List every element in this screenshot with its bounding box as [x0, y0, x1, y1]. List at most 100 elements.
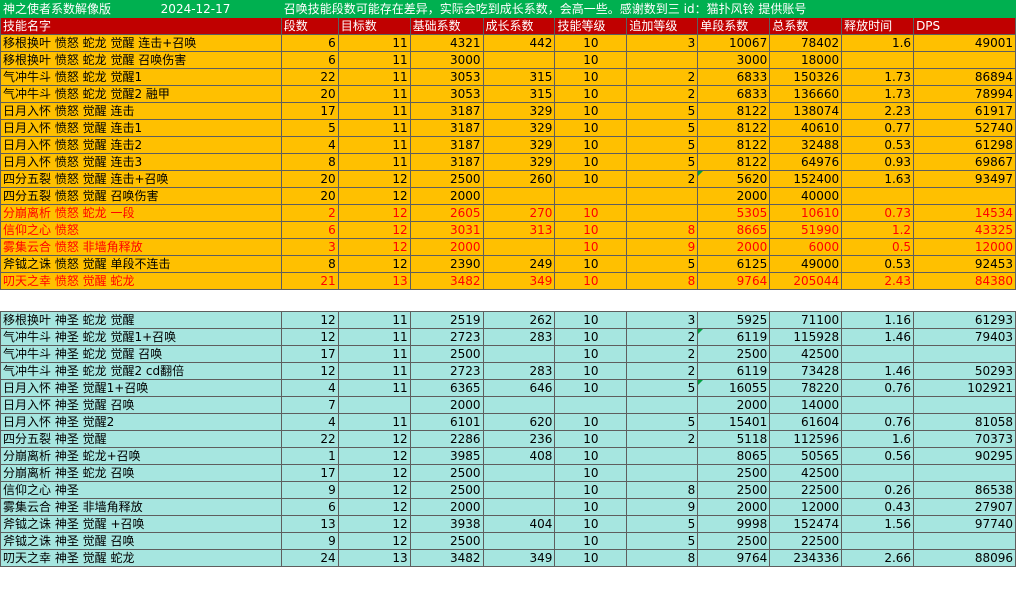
value-cell[interactable]: 61917 [913, 102, 1016, 120]
value-cell[interactable]: 1 [280, 447, 339, 465]
value-cell[interactable]: 2000 [697, 187, 771, 205]
value-cell[interactable]: 620 [482, 413, 556, 431]
value-cell[interactable]: 0.93 [841, 153, 915, 171]
value-cell[interactable] [482, 51, 556, 69]
value-cell[interactable]: 2000 [697, 238, 771, 256]
value-cell[interactable]: 86538 [913, 481, 1016, 499]
empty-cell[interactable] [554, 289, 628, 312]
value-cell[interactable]: 50565 [769, 447, 843, 465]
value-cell[interactable]: 15401 [697, 413, 771, 431]
value-cell[interactable]: 5 [626, 532, 699, 550]
value-cell[interactable] [626, 396, 699, 414]
value-cell[interactable]: 6365 [409, 379, 484, 397]
value-cell[interactable]: 5 [280, 119, 339, 137]
value-cell[interactable]: 10 [554, 272, 628, 290]
value-cell[interactable]: 6 [280, 34, 339, 52]
value-cell[interactable]: 0.76 [841, 413, 915, 431]
value-cell[interactable]: 10 [554, 498, 628, 516]
value-cell[interactable]: 10 [554, 68, 628, 86]
value-cell[interactable]: 3187 [409, 136, 484, 154]
empty-cell[interactable] [913, 289, 1016, 312]
sheet-note[interactable]: 召唤技能段数可能存在差异，实际会吃到成长系数，会高一些。感谢数到三 id：猫扑风… [280, 0, 1016, 18]
value-cell[interactable]: 7 [280, 396, 339, 414]
value-cell[interactable]: 249 [482, 255, 556, 273]
empty-cell[interactable] [769, 289, 843, 312]
value-cell[interactable]: 3031 [409, 221, 484, 239]
value-cell[interactable]: 2390 [409, 255, 484, 273]
value-cell[interactable]: 6 [280, 221, 339, 239]
value-cell[interactable] [482, 187, 556, 205]
value-cell[interactable]: 2500 [409, 481, 484, 499]
value-cell[interactable]: 13 [337, 272, 411, 290]
value-cell[interactable]: 10 [554, 379, 628, 397]
value-cell[interactable]: 3482 [409, 272, 484, 290]
value-cell[interactable]: 2.43 [841, 272, 915, 290]
value-cell[interactable]: 5 [626, 515, 699, 533]
value-cell[interactable]: 12 [337, 498, 411, 516]
value-cell[interactable]: 10 [554, 102, 628, 120]
value-cell[interactable]: 11 [337, 379, 411, 397]
value-cell[interactable] [482, 532, 556, 550]
value-cell[interactable]: 16055 [697, 379, 771, 397]
value-cell[interactable]: 2000 [409, 396, 484, 414]
value-cell[interactable]: 112596 [769, 430, 843, 448]
value-cell[interactable]: 3187 [409, 119, 484, 137]
value-cell[interactable]: 12 [280, 311, 339, 329]
skill-name-cell[interactable]: 日月入怀 愤怒 觉醒 连击2 [0, 136, 282, 154]
value-cell[interactable]: 2500 [409, 464, 484, 482]
value-cell[interactable]: 10 [554, 413, 628, 431]
value-cell[interactable]: 2.23 [841, 102, 915, 120]
column-header[interactable]: 单段系数 [697, 17, 771, 35]
value-cell[interactable]: 1.46 [841, 328, 915, 346]
value-cell[interactable]: 10 [554, 345, 628, 363]
value-cell[interactable]: 12 [337, 238, 411, 256]
value-cell[interactable]: 12000 [769, 498, 843, 516]
value-cell[interactable]: 69867 [913, 153, 1016, 171]
skill-name-cell[interactable]: 气冲牛斗 神圣 蛇龙 觉醒 召唤 [0, 345, 282, 363]
value-cell[interactable]: 2286 [409, 430, 484, 448]
value-cell[interactable]: 12 [337, 187, 411, 205]
value-cell[interactable] [913, 51, 1016, 69]
value-cell[interactable] [482, 238, 556, 256]
value-cell[interactable]: 78994 [913, 85, 1016, 103]
value-cell[interactable]: 10 [554, 328, 628, 346]
value-cell[interactable]: 1.2 [841, 221, 915, 239]
value-cell[interactable]: 2500 [697, 345, 771, 363]
value-cell[interactable]: 6 [280, 498, 339, 516]
empty-cell[interactable] [280, 289, 339, 312]
value-cell[interactable]: 313 [482, 221, 556, 239]
value-cell[interactable]: 8065 [697, 447, 771, 465]
column-header[interactable]: 释放时间 [841, 17, 915, 35]
value-cell[interactable]: 6000 [769, 238, 843, 256]
value-cell[interactable]: 10 [554, 464, 628, 482]
value-cell[interactable]: 3000 [697, 51, 771, 69]
value-cell[interactable]: 408 [482, 447, 556, 465]
value-cell[interactable]: 6 [280, 51, 339, 69]
value-cell[interactable]: 3 [626, 311, 699, 329]
value-cell[interactable] [841, 532, 915, 550]
value-cell[interactable]: 3053 [409, 68, 484, 86]
value-cell[interactable]: 6119 [697, 328, 771, 346]
value-cell[interactable]: 2519 [409, 311, 484, 329]
skill-name-cell[interactable]: 日月入怀 神圣 觉醒1+召唤 [0, 379, 282, 397]
skill-name-cell[interactable]: 叨天之幸 愤怒 觉醒 蛇龙 [0, 272, 282, 290]
value-cell[interactable]: 20 [280, 187, 339, 205]
value-cell[interactable]: 2000 [697, 396, 771, 414]
value-cell[interactable]: 2.66 [841, 549, 915, 567]
value-cell[interactable]: 234336 [769, 549, 843, 567]
value-cell[interactable]: 102921 [913, 379, 1016, 397]
value-cell[interactable]: 43325 [913, 221, 1016, 239]
skill-name-cell[interactable]: 气冲牛斗 愤怒 蛇龙 觉醒1 [0, 68, 282, 86]
value-cell[interactable]: 3985 [409, 447, 484, 465]
value-cell[interactable]: 8 [280, 255, 339, 273]
value-cell[interactable]: 12 [337, 532, 411, 550]
skill-name-cell[interactable]: 雾集云合 愤怒 非墙角释放 [0, 238, 282, 256]
value-cell[interactable] [913, 464, 1016, 482]
value-cell[interactable]: 329 [482, 102, 556, 120]
skill-name-cell[interactable]: 叨天之幸 神圣 觉醒 蛇龙 [0, 549, 282, 567]
value-cell[interactable]: 10 [554, 447, 628, 465]
value-cell[interactable]: 236 [482, 430, 556, 448]
value-cell[interactable]: 1.6 [841, 34, 915, 52]
value-cell[interactable]: 6101 [409, 413, 484, 431]
value-cell[interactable]: 8122 [697, 119, 771, 137]
